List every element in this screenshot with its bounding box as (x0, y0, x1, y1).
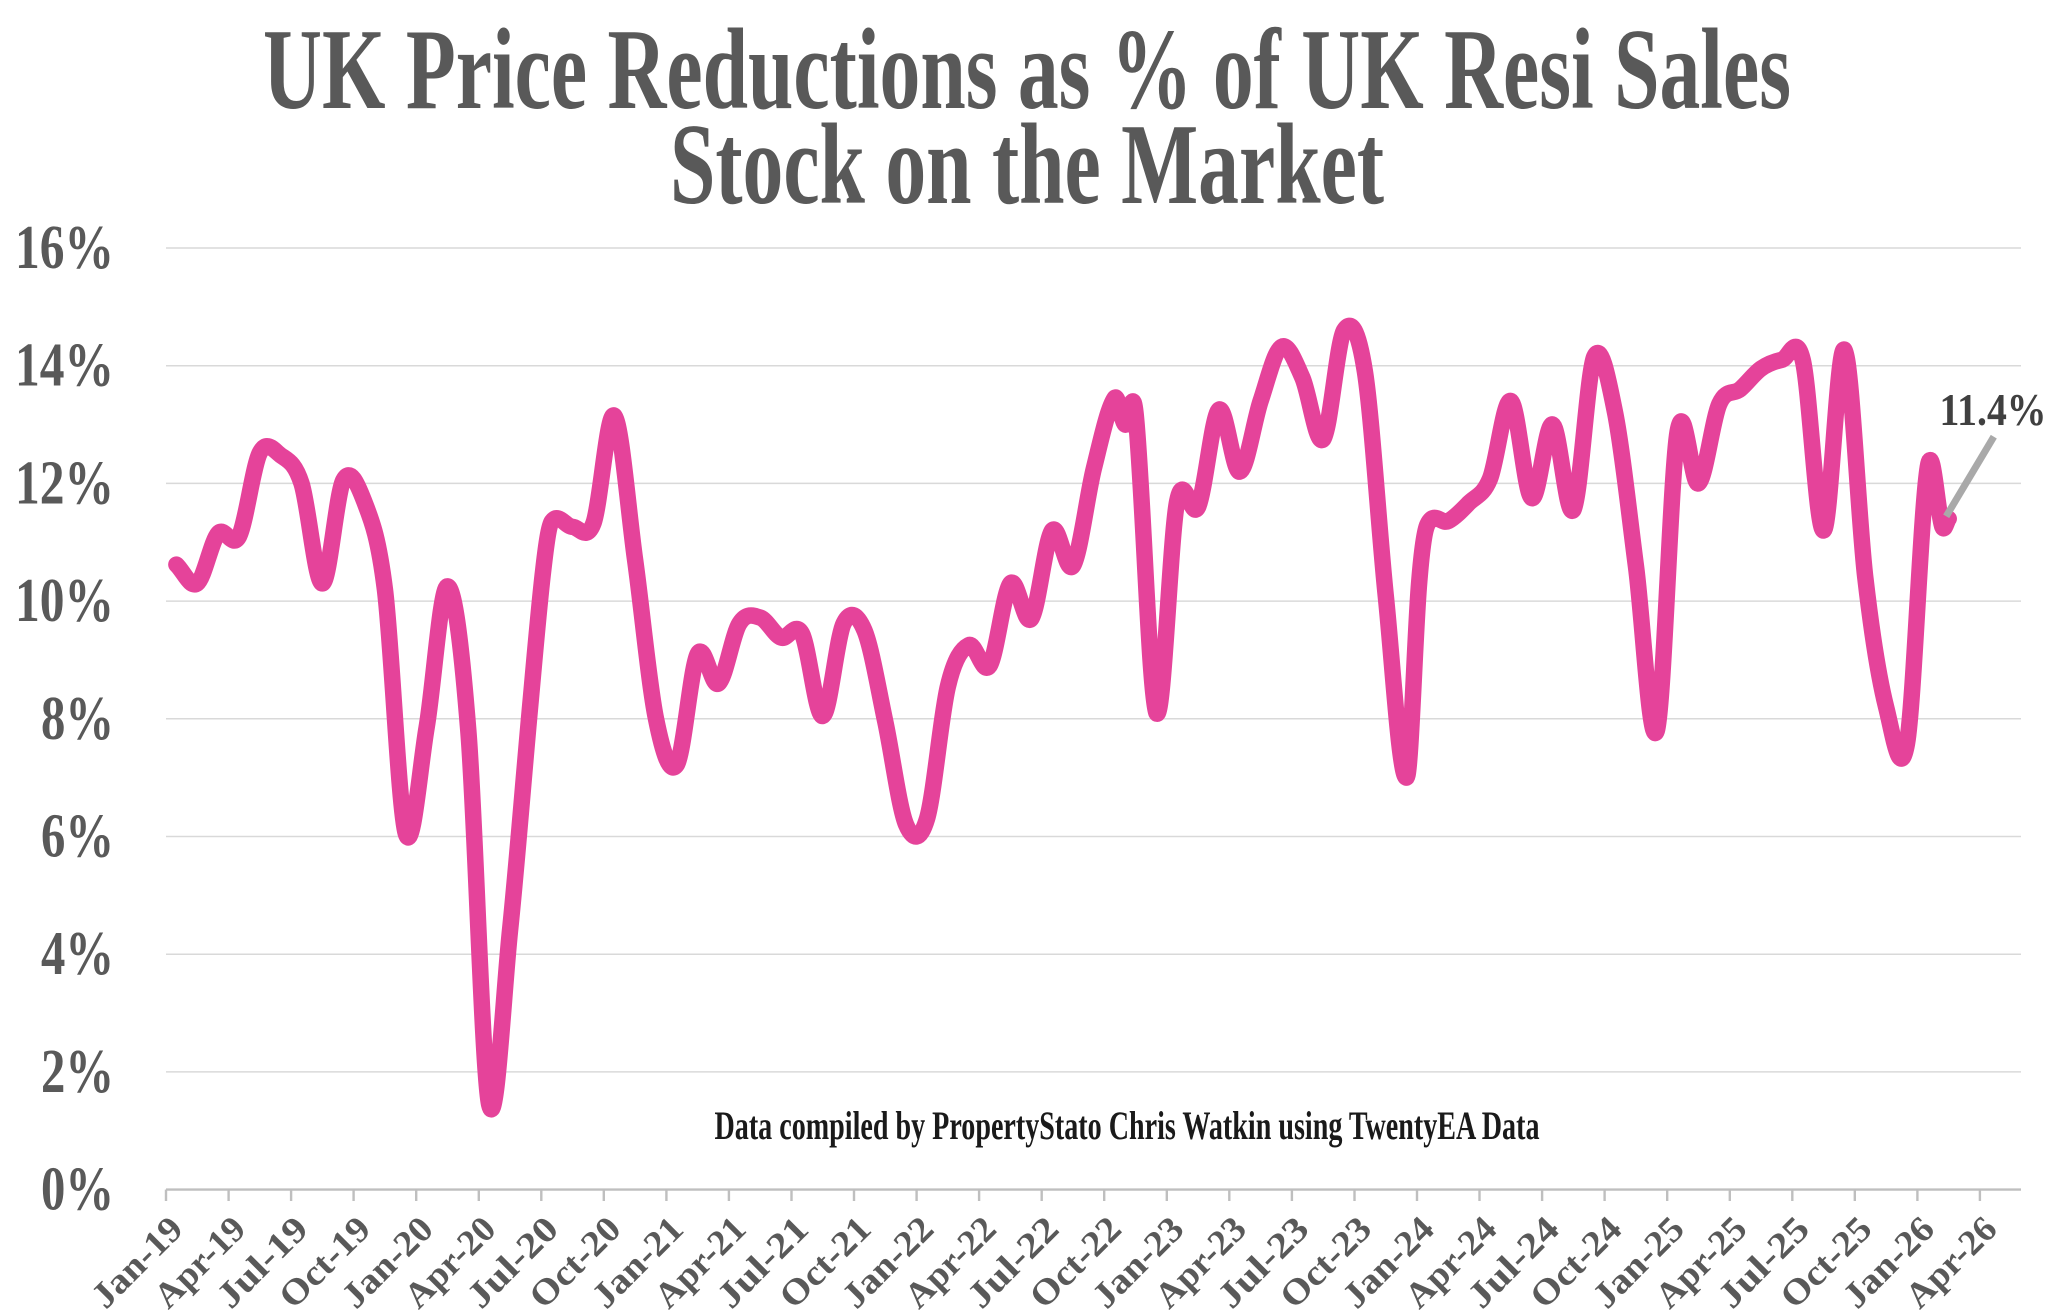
svg-text:2%: 2% (41, 1038, 114, 1106)
svg-text:Stock on the Market: Stock on the Market (670, 100, 1384, 228)
svg-text:16%: 16% (15, 214, 114, 282)
svg-text:8%: 8% (41, 685, 114, 753)
svg-text:0%: 0% (41, 1156, 114, 1224)
svg-text:UK Price Reductions as % of UK: UK Price Reductions as % of UK Resi Sale… (263, 5, 1791, 133)
svg-text:6%: 6% (41, 803, 114, 871)
svg-text:14%: 14% (15, 332, 114, 400)
svg-text:4%: 4% (41, 920, 114, 988)
svg-text:11.4%: 11.4% (1940, 384, 2047, 435)
svg-text:12%: 12% (15, 449, 114, 517)
svg-text:Data compiled by PropertyStato: Data compiled by PropertyStato Chris Wat… (715, 1103, 1540, 1148)
svg-text:10%: 10% (15, 567, 114, 635)
